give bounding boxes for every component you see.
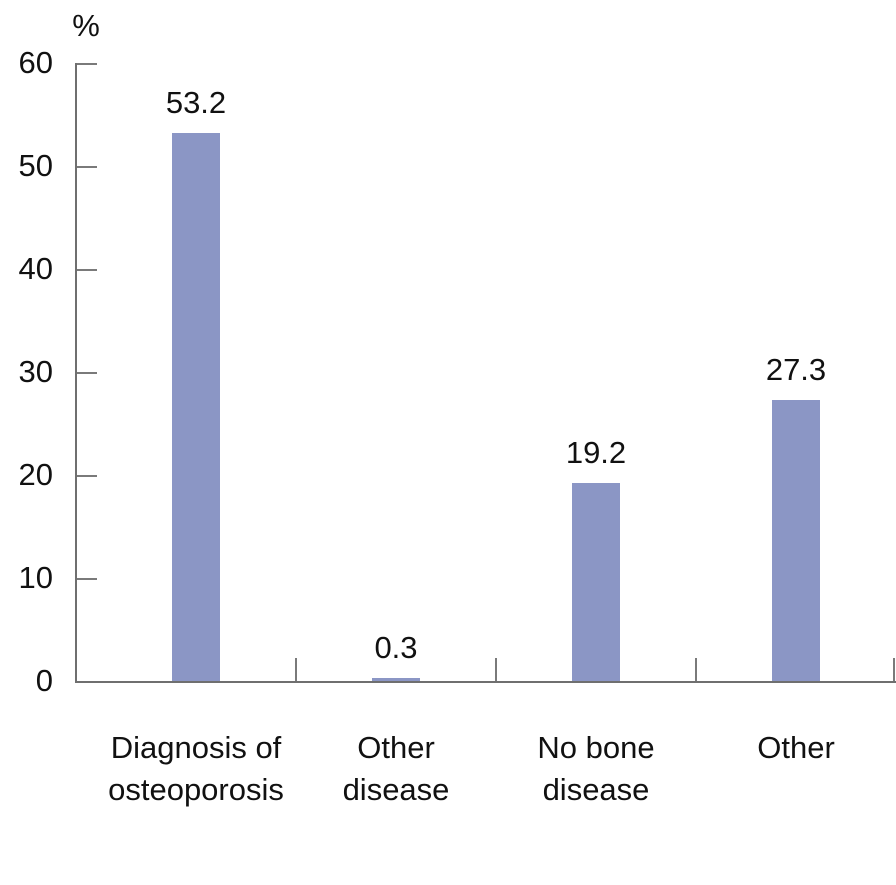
bar bbox=[372, 678, 420, 681]
category-label-line: osteoporosis bbox=[108, 772, 284, 807]
y-tick-mark bbox=[77, 63, 97, 65]
bar-value-label: 27.3 bbox=[765, 352, 827, 387]
bar-value-label: 53.2 bbox=[165, 85, 227, 120]
y-tick-mark bbox=[77, 269, 97, 271]
bar bbox=[572, 483, 620, 681]
y-tick-label: 20 bbox=[18, 457, 53, 492]
y-axis-line bbox=[75, 63, 77, 683]
bar bbox=[172, 133, 220, 681]
bar-value-label: 19.2 bbox=[565, 435, 627, 470]
y-tick-label: 60 bbox=[18, 45, 53, 80]
x-tick-mark bbox=[295, 658, 297, 681]
y-tick-mark bbox=[77, 475, 97, 477]
bar bbox=[772, 400, 820, 681]
category-label-line: No bone bbox=[537, 730, 655, 765]
x-tick-mark bbox=[495, 658, 497, 681]
y-tick-mark bbox=[77, 372, 97, 374]
category-label-line: disease bbox=[542, 772, 650, 807]
y-tick-label: 10 bbox=[18, 560, 53, 595]
y-tick-label: 30 bbox=[18, 354, 53, 389]
y-tick-label: 40 bbox=[18, 251, 53, 286]
y-tick-mark bbox=[77, 578, 97, 580]
category-label: No bone disease bbox=[496, 727, 696, 811]
y-tick-mark bbox=[77, 166, 97, 168]
category-label-line: Diagnosis of bbox=[110, 730, 282, 765]
bar-value-label: 0.3 bbox=[374, 630, 418, 665]
y-tick-label: 0 bbox=[35, 663, 53, 698]
x-axis-line bbox=[75, 681, 896, 683]
x-tick-mark bbox=[695, 658, 697, 681]
x-tick-mark bbox=[893, 658, 895, 681]
category-label-line: disease bbox=[342, 772, 450, 807]
category-label: Other disease bbox=[296, 727, 496, 811]
category-label-line: Other bbox=[357, 730, 435, 765]
y-tick-label: 50 bbox=[18, 148, 53, 183]
y-axis-unit-label: % bbox=[72, 8, 100, 43]
category-label-line: Other bbox=[757, 730, 835, 765]
category-label: Other bbox=[696, 727, 896, 769]
category-label: Diagnosis of osteoporosis bbox=[96, 727, 296, 811]
